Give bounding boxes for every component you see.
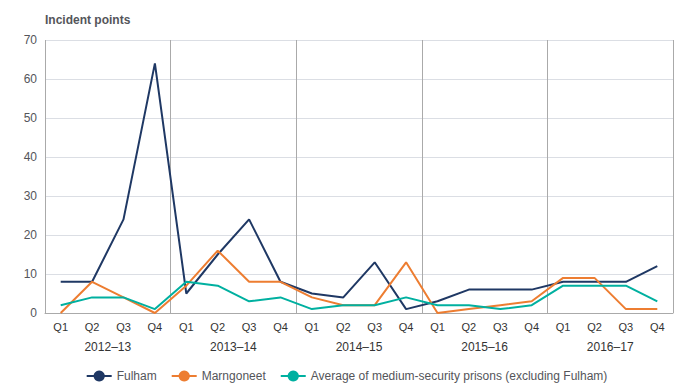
svg-text:Q2: Q2 — [587, 321, 602, 333]
svg-text:Fulham: Fulham — [117, 369, 157, 383]
svg-text:0: 0 — [30, 306, 37, 320]
svg-text:Q4: Q4 — [148, 321, 163, 333]
svg-text:70: 70 — [24, 33, 38, 47]
svg-text:Q4: Q4 — [524, 321, 539, 333]
svg-text:Q1: Q1 — [556, 321, 571, 333]
svg-text:Q2: Q2 — [210, 321, 225, 333]
svg-text:Q4: Q4 — [273, 321, 288, 333]
svg-text:Q3: Q3 — [116, 321, 131, 333]
svg-text:Q1: Q1 — [179, 321, 194, 333]
svg-text:2015–16: 2015–16 — [461, 340, 508, 354]
svg-text:30: 30 — [24, 189, 38, 203]
svg-text:Q2: Q2 — [462, 321, 477, 333]
svg-text:Q4: Q4 — [399, 321, 414, 333]
svg-text:2014–15: 2014–15 — [336, 340, 383, 354]
svg-text:Q2: Q2 — [336, 321, 351, 333]
svg-text:Q1: Q1 — [53, 321, 68, 333]
svg-text:2013–14: 2013–14 — [210, 340, 257, 354]
svg-text:Q3: Q3 — [619, 321, 634, 333]
svg-text:60: 60 — [24, 72, 38, 86]
svg-text:Q3: Q3 — [493, 321, 508, 333]
svg-text:2016–17: 2016–17 — [587, 340, 634, 354]
svg-text:20: 20 — [24, 228, 38, 242]
svg-text:2012–13: 2012–13 — [84, 340, 131, 354]
svg-text:Incident points: Incident points — [45, 13, 131, 27]
svg-text:50: 50 — [24, 111, 38, 125]
svg-text:Q1: Q1 — [305, 321, 320, 333]
svg-text:Average of medium-security pri: Average of medium-security prisons (excl… — [311, 369, 608, 383]
svg-text:40: 40 — [24, 150, 38, 164]
svg-text:Q3: Q3 — [367, 321, 382, 333]
svg-text:Marngoneet: Marngoneet — [202, 369, 267, 383]
svg-text:Q3: Q3 — [242, 321, 257, 333]
svg-text:Q2: Q2 — [85, 321, 100, 333]
svg-text:Q1: Q1 — [430, 321, 445, 333]
svg-text:Q4: Q4 — [650, 321, 665, 333]
svg-text:10: 10 — [24, 267, 38, 281]
